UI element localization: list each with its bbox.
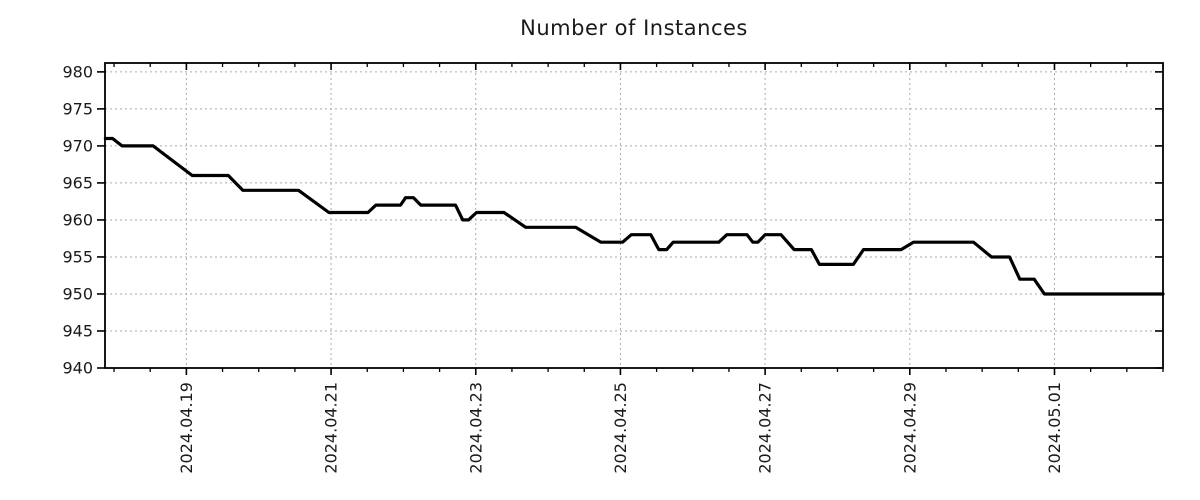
y-axis-tick-label: 960 <box>62 210 93 229</box>
y-axis-tick-label: 945 <box>62 321 93 340</box>
y-axis-tick-label: 975 <box>62 99 93 118</box>
x-axis-tick-label: 2024.05.01 <box>1045 382 1064 474</box>
y-axis-tick-label: 980 <box>62 62 93 81</box>
y-axis-tick-label: 965 <box>62 173 93 192</box>
plot-border <box>104 62 1164 369</box>
chart-title: Number of Instances <box>520 16 748 40</box>
x-axis-tick-label: 2024.04.23 <box>466 382 485 474</box>
y-axis-tick-label: 970 <box>62 136 93 155</box>
x-axis-tick-label: 2024.04.25 <box>611 382 630 474</box>
x-axis-tick-label: 2024.04.21 <box>322 382 341 474</box>
y-axis-tick-label: 955 <box>62 247 93 266</box>
x-axis-tick-label: 2024.04.29 <box>900 382 919 474</box>
x-axis-tick-label: 2024.04.27 <box>756 382 775 474</box>
y-axis-tick-label: 950 <box>62 284 93 303</box>
data-line-instances <box>103 136 1165 296</box>
y-axis-tick-label: 940 <box>62 359 93 378</box>
x-axis-tick-label: 2024.04.19 <box>177 382 196 474</box>
